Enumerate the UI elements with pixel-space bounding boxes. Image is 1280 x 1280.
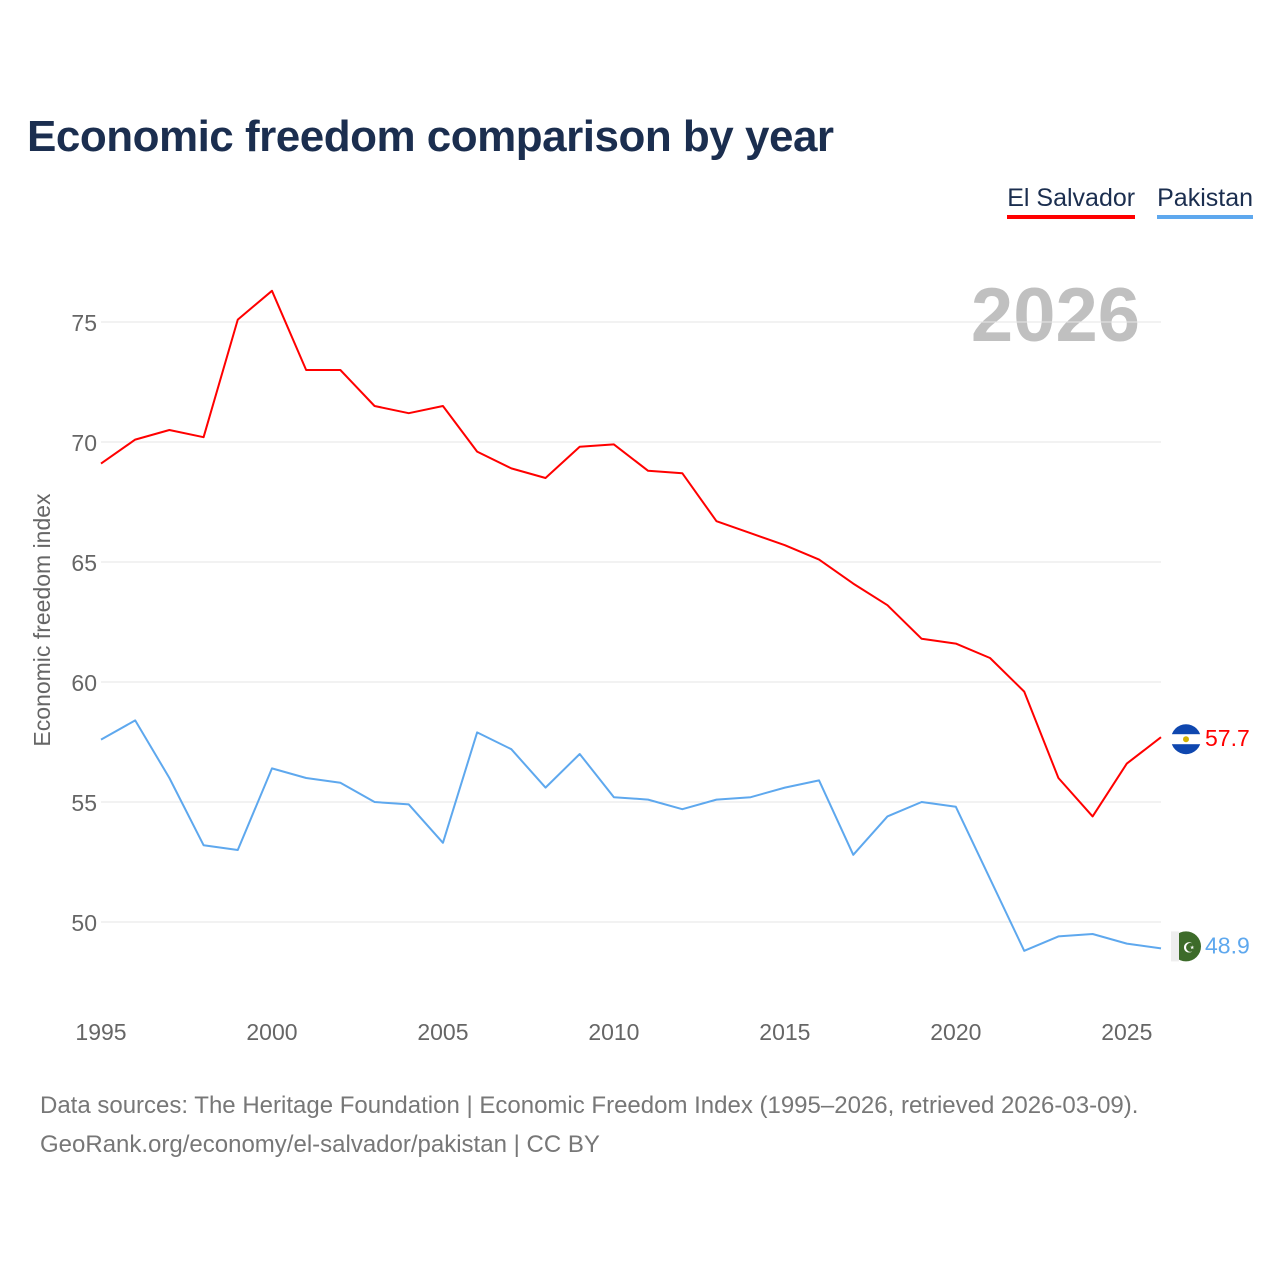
x-tick-label: 1995 — [75, 1019, 126, 1045]
x-tick-label: 2025 — [1101, 1019, 1152, 1045]
end-value-label: 48.9 — [1205, 932, 1250, 958]
y-tick-label: 75 — [71, 310, 97, 336]
x-tick-label: 2020 — [930, 1019, 981, 1045]
data-source: Data sources: The Heritage Foundation | … — [40, 1092, 1139, 1119]
pakistan-flag-stripe — [1171, 931, 1179, 962]
series-line-pakistan — [100, 719, 1162, 952]
series-line-el-salvador — [100, 289, 1162, 818]
end-value-label: 57.7 — [1205, 725, 1250, 751]
chart-title: Economic freedom comparison by year — [27, 112, 834, 161]
el-salvador-flag-emblem — [1183, 736, 1189, 743]
y-tick-label: 70 — [71, 430, 97, 456]
legend-pakistan[interactable]: Pakistan — [1157, 184, 1253, 219]
y-tick-label: 55 — [71, 790, 97, 816]
legend: El Salvador Pakistan — [1007, 184, 1253, 219]
x-tick-label: 2005 — [417, 1019, 468, 1045]
y-tick-label: 50 — [71, 910, 97, 936]
footer: Data sources: The Heritage Foundation | … — [40, 1086, 1138, 1164]
y-tick-label: 65 — [71, 550, 97, 576]
y-tick-label: 60 — [71, 670, 97, 696]
year-watermark: 2026 — [971, 273, 1140, 358]
x-tick-label: 2010 — [588, 1019, 639, 1045]
x-tick-label: 2000 — [246, 1019, 297, 1045]
source-link[interactable]: GeoRank.org/economy/el-salvador/pakistan… — [40, 1131, 600, 1158]
y-axis-label: Economic freedom index — [29, 493, 55, 747]
x-tick-label: 2015 — [759, 1019, 810, 1045]
legend-el-salvador[interactable]: El Salvador — [1007, 184, 1136, 219]
pakistan-flag-crescent: ☪ — [1183, 939, 1196, 955]
